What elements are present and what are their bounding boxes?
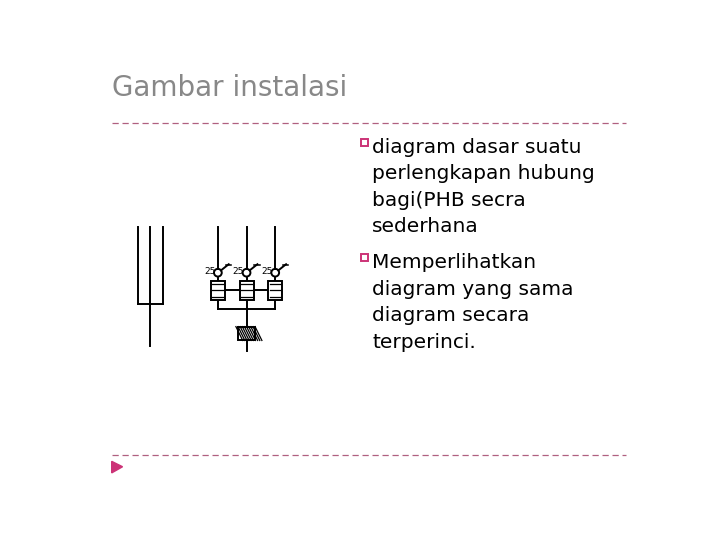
Polygon shape xyxy=(112,461,122,473)
Bar xyxy=(238,327,255,340)
Bar xyxy=(361,254,368,261)
Text: diagram dasar suatu
perlengkapan hubung
bagi(PHB secra
sederhana: diagram dasar suatu perlengkapan hubung … xyxy=(372,138,595,237)
Bar xyxy=(361,139,368,146)
Text: 25: 25 xyxy=(204,267,215,276)
Text: Gambar instalasi: Gambar instalasi xyxy=(112,74,347,102)
Text: Memperlihatkan
diagram yang sama
diagram secara
terperinci.: Memperlihatkan diagram yang sama diagram… xyxy=(372,253,574,352)
Text: 25: 25 xyxy=(261,267,273,276)
Bar xyxy=(269,281,282,300)
Text: 25: 25 xyxy=(233,267,244,276)
Bar xyxy=(240,281,253,300)
Bar xyxy=(211,281,225,300)
